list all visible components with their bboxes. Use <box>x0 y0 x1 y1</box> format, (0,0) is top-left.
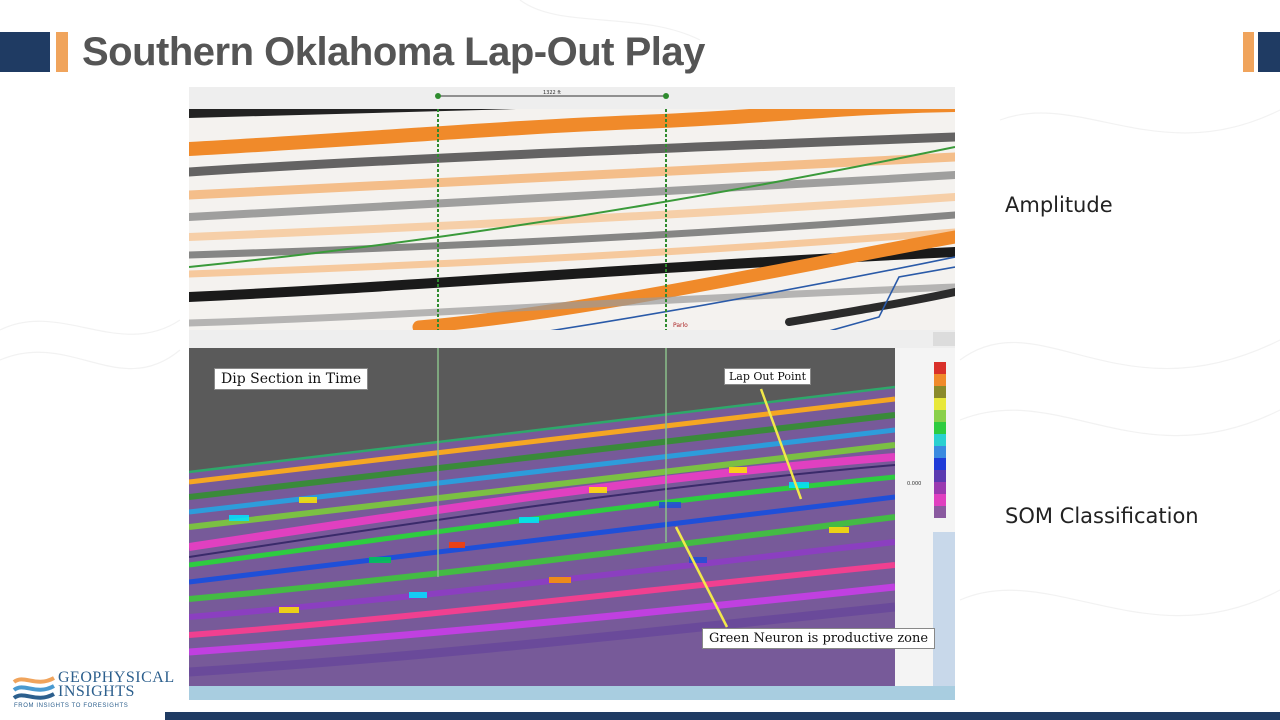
lap-out-point-callout: Lap Out Point <box>724 368 812 385</box>
bottom-strip <box>189 686 955 700</box>
logo-waves-icon <box>12 676 55 700</box>
amplitude-label: Amplitude <box>1005 193 1113 217</box>
title-bar-right <box>1258 32 1280 72</box>
title-accent-left <box>56 32 68 72</box>
logo-line2: INSIGHTS <box>58 683 135 700</box>
amplitude-section <box>189 109 955 331</box>
scale-ruler: 1322 ft <box>435 90 669 99</box>
som-colorbar-icon <box>934 362 946 518</box>
dip-section-label: Dip Section in Time <box>214 368 369 390</box>
scale-label: 1322 ft <box>543 90 561 96</box>
top-scale-bar <box>189 87 955 109</box>
slide-title: Southern Oklahoma Lap-Out Play <box>82 30 705 74</box>
som-section <box>189 348 895 686</box>
footer-bar <box>165 712 1280 720</box>
seismic-figure: 1322 ft Parlo <box>189 87 955 700</box>
well-label: Parlo <box>673 322 688 329</box>
title-accent-right <box>1243 32 1254 72</box>
colorbar-value: 0.000 <box>907 481 921 487</box>
title-bar-left <box>0 32 50 72</box>
green-neuron-callout: Green Neuron is productive zone <box>702 628 936 649</box>
logo-line1: GEOPHYSICAL <box>58 669 175 686</box>
geophysical-insights-logo: GEOPHYSICAL INSIGHTS FROM INSIGHTS TO FO… <box>12 669 175 714</box>
som-classification-label: SOM Classification <box>1005 504 1199 528</box>
logo-tagline: FROM INSIGHTS TO FORESIGHTS <box>14 703 129 709</box>
